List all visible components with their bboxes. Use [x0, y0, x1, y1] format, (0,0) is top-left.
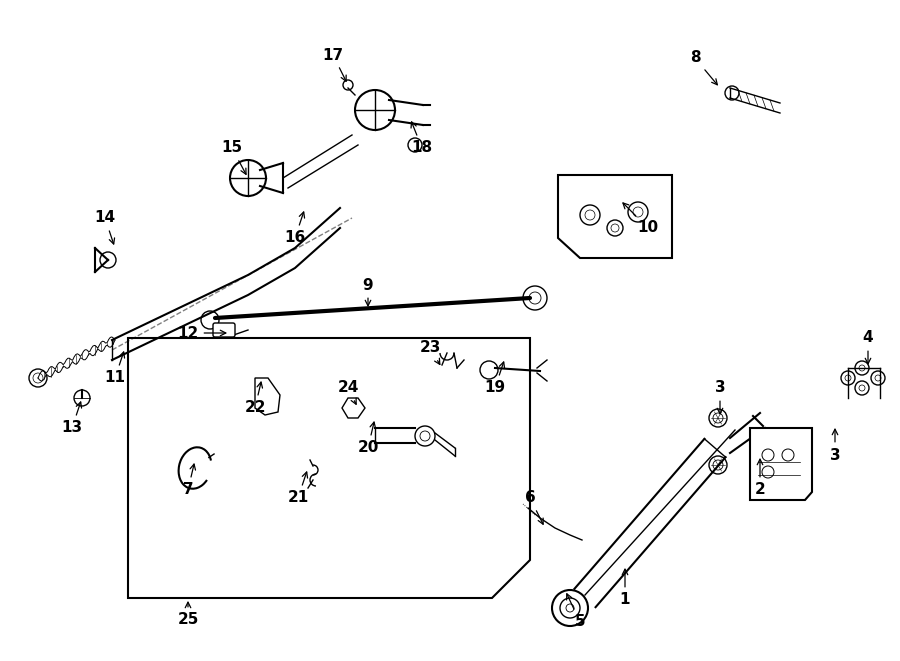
- Text: 3: 3: [830, 429, 841, 463]
- Text: 25: 25: [177, 602, 199, 627]
- Text: 4: 4: [863, 330, 873, 364]
- Text: 24: 24: [338, 381, 359, 405]
- Text: 18: 18: [411, 122, 433, 155]
- Circle shape: [408, 138, 422, 152]
- Text: 5: 5: [567, 594, 585, 629]
- Text: 2: 2: [754, 459, 765, 498]
- Text: 14: 14: [94, 210, 115, 244]
- Text: 16: 16: [284, 212, 306, 245]
- Text: 6: 6: [525, 490, 543, 524]
- Text: 17: 17: [322, 48, 346, 81]
- Text: 9: 9: [363, 278, 374, 306]
- Text: 23: 23: [419, 340, 441, 364]
- Text: 12: 12: [177, 325, 226, 340]
- Text: 3: 3: [715, 381, 725, 414]
- FancyBboxPatch shape: [213, 323, 235, 337]
- Text: 8: 8: [689, 50, 717, 85]
- Text: 1: 1: [620, 569, 630, 607]
- Polygon shape: [750, 428, 812, 500]
- Text: 19: 19: [484, 362, 506, 395]
- Text: 15: 15: [221, 141, 246, 175]
- Text: 7: 7: [183, 464, 195, 498]
- Text: 13: 13: [61, 402, 83, 436]
- Text: 20: 20: [357, 422, 379, 455]
- Text: 22: 22: [244, 382, 266, 416]
- Text: 21: 21: [287, 472, 309, 506]
- Text: 10: 10: [623, 203, 659, 235]
- Text: 11: 11: [104, 352, 125, 385]
